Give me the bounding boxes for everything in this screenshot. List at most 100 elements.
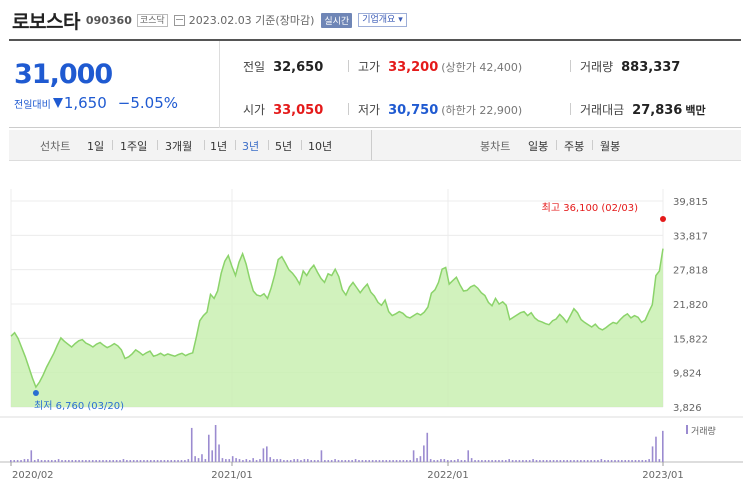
period-10y[interactable]: 10년 [308,140,333,153]
volume-bar [457,459,459,462]
volume-bar [580,460,582,462]
volume-bar [426,432,429,462]
volume-bar [450,460,452,462]
volume-bar [194,456,196,462]
candle-weekly[interactable]: 주봉 [564,140,585,153]
volume-bar [173,460,176,462]
volume-bar [337,460,340,462]
volume-bar [655,436,657,462]
volume-bar [143,460,145,462]
volume-bar [508,459,510,462]
price-chart[interactable]: 39,815 33,817 27,818 21,820 15,822 9,824 3,826… [0,166,743,485]
volume-bar [266,446,268,462]
volume-bar [262,448,265,462]
volume-bar [283,460,285,462]
volume-bar [388,460,391,462]
stat-label: 거래대금 [580,103,625,117]
stat-label: 고가 [358,60,381,74]
volume-bar [440,459,442,462]
volume-bar [16,460,19,462]
volume-bar [443,459,446,462]
divider [592,140,593,150]
y-tick-label: 39,815 [673,197,708,208]
volume-bar [293,459,295,462]
volume-bar [539,460,541,462]
period-3y[interactable]: 3년 [242,140,260,153]
volume-bar [129,460,132,462]
volume-bar [559,460,562,462]
volume-bar [341,460,343,462]
divider [348,60,349,72]
volume-bar [651,446,654,462]
divider [348,103,349,115]
period-1d[interactable]: 1일 [87,140,105,153]
volume-bar [436,460,439,462]
volume-bar [515,460,517,462]
volume-bar [566,460,569,462]
volume-bar [54,460,56,462]
volume-bar [13,460,16,462]
y-tick-label: 9,824 [673,369,702,380]
stat-value: 33,050 [273,103,324,118]
volume-bar [37,459,39,462]
lower-limit: (하한가 22,900) [441,104,523,117]
candle-daily[interactable]: 일봉 [528,140,549,153]
period-3m[interactable]: 3개월 [165,140,193,153]
volume-bar [207,434,210,462]
candle-monthly[interactable]: 월봉 [600,140,621,153]
volume-bar [228,459,231,462]
volume-bar [91,460,94,462]
volume-bar [163,460,166,462]
volume-bar [358,460,360,462]
stat-volume: 거래량 883,337 [580,58,680,75]
volume-bar [255,460,258,462]
volume-bar [317,460,319,462]
volume-bar [491,460,493,462]
stat-value: 33,200 [388,60,439,75]
volume-bar [95,460,97,462]
volume-bar [279,459,282,462]
volume-bar [289,460,292,462]
calendar-icon [173,14,185,26]
stat-high: 고가 33,200 (상한가 42,400) [358,58,522,75]
realtime-button[interactable]: 실시간 [321,12,353,28]
divider [301,140,302,150]
period-5y[interactable]: 5년 [275,140,293,153]
volume-bar [528,460,531,462]
volume-bar [405,460,408,462]
period-1w[interactable]: 1주일 [120,140,148,153]
divider [204,140,205,150]
volume-bar [416,458,418,462]
volume-bar [351,460,353,462]
volume-bar [518,460,521,462]
volume-bar [603,460,606,462]
volume-bar [242,460,244,462]
x-tick-label: 2022/01 [427,470,469,481]
volume-bar [429,459,432,462]
min-label: 최저 6,760 (03/20) [34,400,124,412]
volume-bar [10,460,12,462]
volume-bar [648,459,650,462]
change-row: 전일대비 1,650 −5.05% [14,94,178,112]
volume-bar [365,460,367,462]
volume-bar [569,460,572,462]
volume-bar [98,460,101,462]
volume-bar [160,460,162,462]
volume-bar [433,460,435,462]
volume-bar [180,460,183,462]
volume-bar [102,460,104,462]
volume-bar [395,460,398,462]
volume-bar [85,460,87,462]
company-overview-button[interactable]: 기업개요 ▾ [358,13,407,27]
max-label: 최고 36,100 (02/03) [542,202,638,214]
max-point [660,216,666,222]
volume-bar [40,460,43,462]
volume-bar [378,460,381,462]
volume-bar [320,450,323,462]
period-1y[interactable]: 1년 [210,140,228,153]
volume-bar [20,460,22,462]
current-price: 31,000 [14,59,113,90]
price-area [11,248,663,407]
volume-bar [105,460,108,462]
volume-bar [583,460,586,462]
